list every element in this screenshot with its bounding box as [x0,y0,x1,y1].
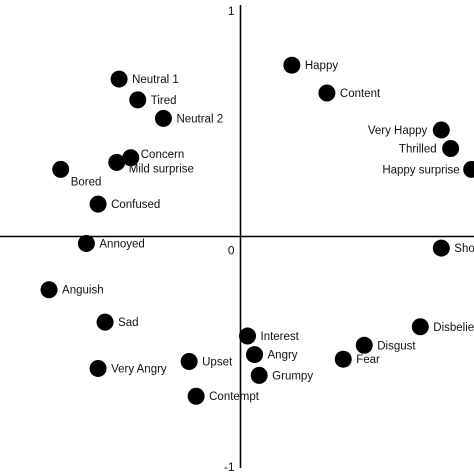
data-point-marker [246,346,264,364]
data-point-marker [432,239,450,257]
data-point-marker [122,149,140,167]
data-point-marker [40,281,58,299]
data-point-marker [110,70,128,88]
data-point-marker [355,336,373,354]
data-point-marker [318,84,336,102]
data-point-marker [108,153,126,171]
data-point-label: Confused [111,199,160,211]
data-point-marker [154,109,172,127]
data-point-marker [239,327,257,345]
data-point-marker [180,353,198,371]
data-point-marker [187,387,205,405]
tick-label-y-max: 1 [228,4,235,18]
data-point-label: Mild surprise [129,163,194,175]
data-point-label: Fear [356,354,380,366]
data-point-label: Upset [202,357,233,369]
data-point-label: Shock [454,243,474,255]
data-point-marker [77,234,95,252]
tick-labels: 1 0 -1 [224,4,235,474]
data-point-label: Bored [71,176,102,188]
data-point-label: Concern [141,149,184,161]
data-point-label: Annoyed [99,238,144,250]
data-point-marker [52,160,70,178]
data-point-label: Neutral 2 [176,113,223,125]
data-point-label: Very Happy [368,125,428,137]
data-point-label: Very Angry [111,363,167,375]
data-point-label: Content [340,88,381,100]
data-point-label: Tired [151,95,177,107]
data-point-label: Interest [261,331,300,343]
data-point-marker [334,350,352,368]
tick-label-origin: 0 [228,244,235,258]
data-point-marker [89,195,107,213]
data-point-label: Anguish [62,285,104,297]
data-point-label: Neutral 1 [132,74,179,86]
data-point-label: Happy [305,60,338,72]
data-point-label: Contempt [209,391,260,403]
axes [0,5,474,468]
data-point-label: Sad [118,317,138,329]
data-point-marker [432,121,450,139]
data-point-marker [283,56,301,74]
data-point-label: Grumpy [272,370,313,382]
data-points: Neutral 1 Tired Neutral 2 Concern Mild surpr… [40,56,474,405]
data-point-marker [129,91,147,109]
data-point-label: Disgust [377,340,416,352]
data-point-marker [442,140,460,158]
data-point-marker [250,366,268,384]
tick-label-y-min: -1 [224,460,235,474]
data-point-label: Disbelief [433,322,474,334]
data-point-label: Thrilled [399,144,437,156]
data-point-marker [411,318,429,336]
data-point-marker [463,160,474,178]
data-point-label: Angry [268,350,298,362]
data-point-marker [96,313,114,331]
data-point-marker [89,359,107,377]
data-point-label: Happy surprise [382,164,459,176]
